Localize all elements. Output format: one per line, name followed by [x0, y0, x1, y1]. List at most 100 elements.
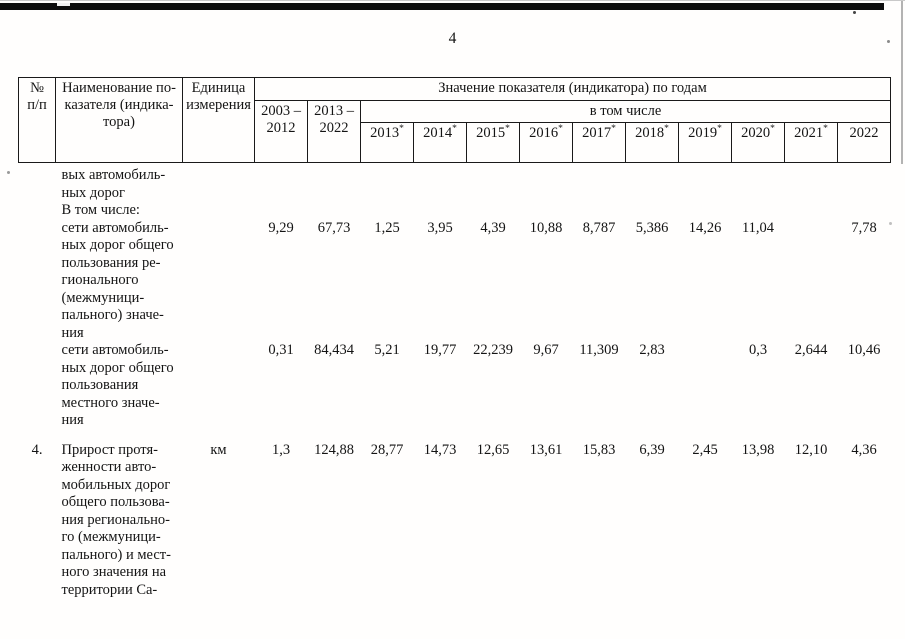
col-header-unit: Единица измерения: [182, 77, 255, 163]
col-header-year-2017: 2017*: [572, 122, 626, 163]
indicator-name-cell: сети автомобиль- ных дорог общего пользо…: [61, 219, 174, 341]
value-cell: [573, 163, 626, 220]
row-num-cell: [19, 220, 56, 343]
value-cell: 10,88: [529, 219, 563, 236]
value-cell: 2,83: [639, 342, 665, 358]
value-cell: [838, 163, 891, 220]
scan-edge-line: [0, 0, 905, 1]
value-cell: [361, 163, 414, 220]
footnote-asterisk: *: [505, 124, 510, 135]
value-cell: [626, 163, 679, 220]
col-header-year-2013: 2013*: [360, 122, 414, 163]
indicator-name-cell: сети автомобиль- ных дорог общего пользо…: [61, 342, 174, 428]
value-cell: 9,29: [268, 219, 294, 236]
value-cell: 1,25: [374, 219, 400, 236]
value-cell: 12,10: [794, 441, 828, 458]
table-row: сети автомобиль- ных дорог общего пользо…: [19, 342, 891, 442]
value-cell: 0,3: [748, 342, 768, 358]
footnote-asterisk: *: [823, 124, 828, 135]
col-header-year-2021: 2021*: [784, 122, 838, 163]
value-cell: 5,386: [635, 219, 669, 236]
value-cell: 13,61: [529, 441, 563, 458]
col-header-period-2013-2022: 2013 – 2022: [307, 100, 361, 163]
col-header-year-2018: 2018*: [625, 122, 679, 163]
footnote-asterisk: *: [558, 124, 563, 135]
table-row: вых автомобиль- ных дорог В том числе:: [19, 163, 891, 220]
table-header: № п/п Наименование по- казателя (индика-…: [18, 77, 891, 163]
value-cell: 11,04: [741, 219, 775, 236]
value-cell: 124,88: [314, 441, 354, 458]
indicator-name-cell: Прирост протя- женности авто- мобильных …: [61, 441, 171, 598]
indicator-name-cell: вых автомобиль- ных дорог В том числе:: [61, 167, 166, 218]
value-cell: 7,78: [851, 219, 877, 236]
value-cell: 3,95: [427, 219, 453, 236]
value-cell: 15,83: [582, 441, 616, 458]
col-header-indicator-name: Наименование по- казателя (индика- тора): [55, 77, 183, 163]
value-cell: 28,77: [370, 441, 404, 458]
value-cell: 11,309: [579, 342, 619, 358]
value-cell: 0,31: [268, 342, 294, 358]
table-row: 4. Прирост протя- женности авто- мобильн…: [19, 442, 891, 600]
value-cell: [467, 163, 520, 220]
value-cell: [785, 163, 838, 220]
footnote-asterisk: *: [664, 124, 669, 135]
col-header-including: в том числе: [360, 100, 891, 123]
value-cell: [732, 163, 785, 220]
value-cell: [520, 163, 573, 220]
value-cell: 84,434: [314, 342, 354, 358]
value-cell: 14,73: [423, 441, 457, 458]
col-header-year-2015: 2015*: [466, 122, 520, 163]
value-cell: 10,46: [847, 342, 881, 358]
value-cell: [785, 220, 838, 343]
footnote-asterisk: *: [452, 124, 457, 135]
value-cell: 2,45: [692, 441, 718, 458]
value-cell: [679, 342, 732, 442]
scan-artifact-dot: [887, 40, 890, 43]
unit-cell: [183, 342, 255, 442]
value-cell: 1,3: [271, 441, 291, 458]
col-header-period-2003-2012: 2003 – 2012: [254, 100, 308, 163]
value-cell: 12,65: [476, 441, 510, 458]
indicator-values-table: № п/п Наименование по- казателя (индика-…: [18, 77, 891, 599]
value-cell: 4,39: [480, 219, 506, 236]
footnote-asterisk: *: [611, 124, 616, 135]
row-num-cell: 4.: [31, 441, 43, 458]
value-cell: [679, 163, 732, 220]
table-body: вых автомобиль- ных дорог В том числе: с…: [19, 163, 891, 600]
value-cell: 6,39: [639, 441, 665, 458]
value-cell: 19,77: [423, 342, 457, 358]
page-edge-line: [901, 1, 903, 164]
scan-artifact: [57, 3, 70, 6]
footnote-asterisk: *: [399, 124, 404, 135]
value-cell: 4,36: [851, 441, 877, 458]
footnote-asterisk: *: [770, 124, 775, 135]
footnote-asterisk: *: [717, 124, 722, 135]
value-cell: 5,21: [374, 342, 400, 358]
unit-cell: км: [210, 441, 227, 458]
value-cell: 8,787: [582, 219, 616, 236]
value-cell: 67,73: [317, 219, 351, 236]
col-header-year-2020: 2020*: [731, 122, 785, 163]
value-cell: [308, 163, 361, 220]
scan-artifact-dot: [889, 222, 892, 225]
value-cell: 22,239: [473, 342, 513, 358]
value-cell: 13,98: [741, 441, 775, 458]
col-header-year-2022: 2022: [837, 122, 891, 163]
page-number: 4: [448, 30, 457, 47]
value-cell: [414, 163, 467, 220]
scan-top-bar: [0, 3, 884, 10]
value-cell: [255, 163, 308, 220]
scan-artifact-dot: [7, 171, 10, 174]
col-header-year-2014: 2014*: [413, 122, 467, 163]
scan-artifact-dot: [853, 11, 856, 14]
col-header-year-2016: 2016*: [519, 122, 573, 163]
col-header-values-by-years: Значение показателя (индикатора) по года…: [254, 77, 891, 101]
row-num-cell: [19, 163, 56, 220]
col-header-num: № п/п: [18, 77, 56, 163]
value-cell: 2,644: [794, 342, 828, 358]
unit-cell: [183, 163, 255, 220]
table-row: сети автомобиль- ных дорог общего пользо…: [19, 220, 891, 343]
value-cell: 9,67: [533, 342, 559, 358]
col-header-year-2019: 2019*: [678, 122, 732, 163]
